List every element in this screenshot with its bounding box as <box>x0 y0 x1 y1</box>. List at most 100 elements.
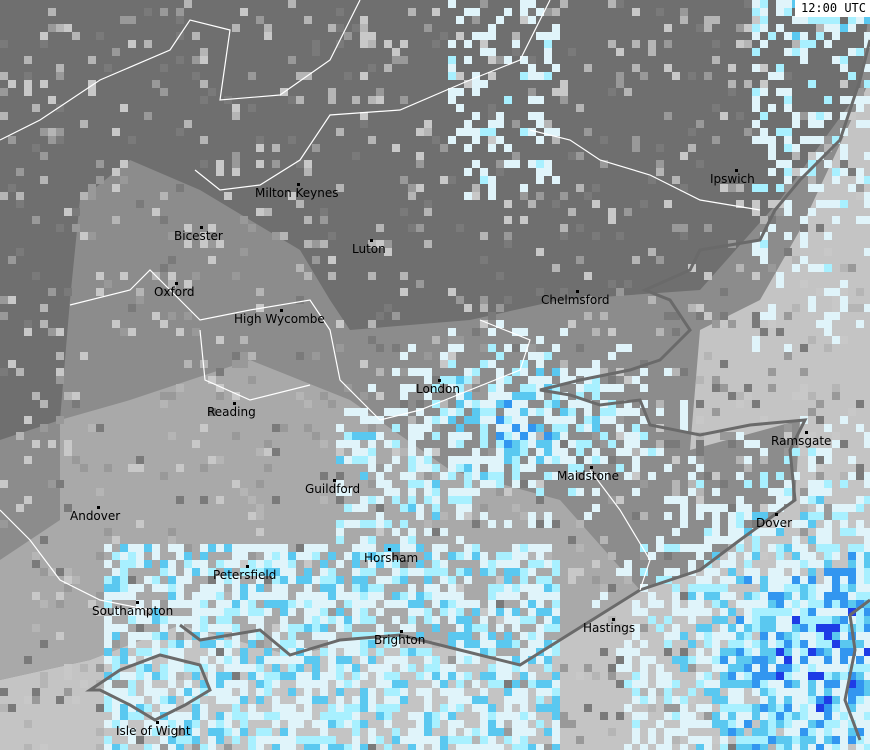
radar-pixel <box>216 560 224 568</box>
radar-pixel <box>600 368 608 376</box>
radar-pixel <box>864 688 870 696</box>
radar-pixel <box>400 656 408 664</box>
radar-pixel <box>552 520 560 528</box>
radar-pixel <box>376 368 384 376</box>
radar-pixel <box>544 400 552 408</box>
radar-pixel <box>800 600 808 608</box>
radar-pixel <box>224 640 232 648</box>
radar-pixel <box>800 592 808 600</box>
radar-pixel <box>856 704 864 712</box>
radar-pixel <box>760 80 768 88</box>
radar-pixel <box>216 240 224 248</box>
radar-pixel <box>408 480 416 488</box>
radar-pixel <box>360 536 368 544</box>
radar-pixel <box>384 464 392 472</box>
radar-pixel <box>432 464 440 472</box>
radar-pixel <box>680 232 688 240</box>
radar-pixel <box>856 320 864 328</box>
radar-pixel <box>528 648 536 656</box>
radar-pixel <box>56 632 64 640</box>
radar-pixel <box>88 600 96 608</box>
radar-pixel <box>776 552 784 560</box>
radar-pixel <box>592 488 600 496</box>
radar-pixel <box>384 440 392 448</box>
city-marker-icon <box>233 402 236 405</box>
radar-pixel <box>168 568 176 576</box>
radar-pixel <box>400 536 408 544</box>
radar-pixel <box>296 200 304 208</box>
radar-pixel <box>392 544 400 552</box>
radar-pixel <box>520 648 528 656</box>
radar-pixel <box>480 176 488 184</box>
radar-pixel <box>712 688 720 696</box>
radar-pixel <box>752 680 760 688</box>
radar-pixel <box>240 648 248 656</box>
radar-pixel <box>112 128 120 136</box>
radar-pixel <box>440 592 448 600</box>
radar-pixel <box>848 112 856 120</box>
radar-pixel <box>464 736 472 744</box>
radar-pixel <box>184 712 192 720</box>
radar-pixel <box>680 720 688 728</box>
radar-pixel <box>152 712 160 720</box>
radar-pixel <box>56 600 64 608</box>
radar-pixel <box>56 352 64 360</box>
radar-pixel <box>432 336 440 344</box>
radar-pixel <box>840 80 848 88</box>
radar-pixel <box>312 240 320 248</box>
radar-pixel <box>296 296 304 304</box>
radar-pixel <box>584 704 592 712</box>
radar-pixel <box>800 280 808 288</box>
radar-pixel <box>320 720 328 728</box>
radar-pixel <box>136 552 144 560</box>
radar-pixel <box>752 272 760 280</box>
radar-pixel <box>568 536 576 544</box>
radar-pixel <box>384 240 392 248</box>
city-label: Petersfield <box>213 568 277 582</box>
radar-pixel <box>352 712 360 720</box>
radar-pixel <box>640 384 648 392</box>
radar-pixel <box>864 632 870 640</box>
radar-pixel <box>40 80 48 88</box>
radar-pixel <box>360 112 368 120</box>
radar-pixel <box>368 456 376 464</box>
radar-pixel <box>336 8 344 16</box>
radar-pixel <box>848 456 856 464</box>
radar-pixel <box>0 312 8 320</box>
radar-pixel <box>480 320 488 328</box>
radar-pixel <box>568 416 576 424</box>
radar-pixel <box>544 416 552 424</box>
radar-pixel <box>216 736 224 744</box>
radar-pixel <box>232 600 240 608</box>
radar-pixel <box>640 432 648 440</box>
radar-pixel <box>648 600 656 608</box>
radar-pixel <box>784 448 792 456</box>
city-marker-icon <box>156 721 159 724</box>
radar-pixel <box>384 248 392 256</box>
radar-pixel <box>416 128 424 136</box>
radar-pixel <box>672 176 680 184</box>
radar-pixel <box>176 384 184 392</box>
radar-pixel <box>752 592 760 600</box>
radar-pixel <box>448 688 456 696</box>
radar-pixel <box>256 688 264 696</box>
radar-pixel <box>864 712 870 720</box>
radar-pixel <box>104 720 112 728</box>
radar-pixel <box>736 648 744 656</box>
radar-pixel <box>856 176 864 184</box>
radar-pixel <box>704 672 712 680</box>
radar-pixel <box>488 192 496 200</box>
radar-pixel <box>264 592 272 600</box>
radar-pixel <box>784 32 792 40</box>
radar-pixel <box>688 688 696 696</box>
radar-pixel <box>728 696 736 704</box>
radar-pixel <box>632 512 640 520</box>
radar-pixel <box>184 696 192 704</box>
radar-pixel <box>672 656 680 664</box>
radar-pixel <box>160 392 168 400</box>
radar-pixel <box>120 16 128 24</box>
radar-pixel <box>400 368 408 376</box>
radar-pixel <box>472 656 480 664</box>
radar-pixel <box>232 432 240 440</box>
